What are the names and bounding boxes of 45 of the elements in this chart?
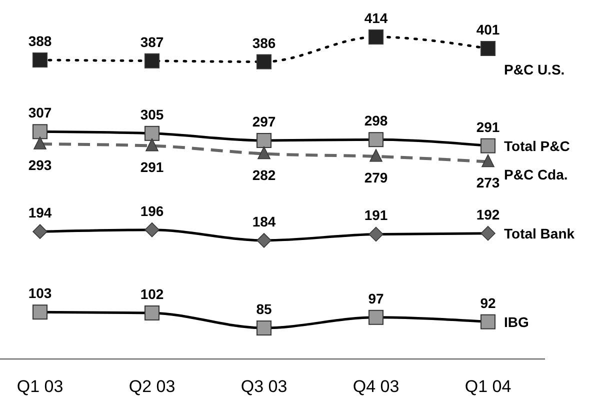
series-label: P&C Cda. (504, 166, 568, 183)
point (256, 54, 272, 70)
data-label: 388 (28, 32, 52, 49)
data-label: 192 (476, 206, 500, 222)
data-label: 196 (140, 202, 164, 219)
data-label: 298 (364, 112, 388, 129)
data-label: 414 (364, 10, 388, 26)
point (32, 52, 48, 68)
point (482, 154, 494, 168)
x-tick-label: Q1 03 (16, 377, 64, 396)
data-label: 194 (28, 204, 52, 221)
point (34, 136, 46, 150)
data-label: 273 (476, 174, 500, 191)
point (370, 149, 382, 162)
point (368, 30, 384, 44)
data-label: 305 (140, 106, 164, 122)
point (258, 146, 270, 160)
x-tick-label: Q1 04 (464, 377, 512, 396)
series-label: P&C U.S. (504, 62, 565, 78)
point (146, 138, 158, 152)
data-label: 387 (140, 34, 164, 50)
data-label: 184 (252, 213, 276, 230)
series-label: Total P&C (504, 138, 570, 154)
data-label: 282 (252, 166, 276, 183)
data-label: 293 (28, 157, 52, 174)
data-label: 279 (364, 169, 388, 186)
data-label: 85 (256, 301, 272, 317)
data-label: 97 (368, 290, 384, 306)
x-tick-label: Q3 03 (240, 377, 288, 396)
data-label: 307 (28, 104, 52, 121)
data-label: 92 (480, 294, 496, 311)
series-label: IBG (504, 314, 529, 330)
data-label: 191 (364, 207, 388, 224)
data-label: 297 (252, 113, 276, 130)
data-label: 291 (476, 118, 500, 135)
data-label: 103 (28, 285, 52, 302)
series-label: Total Bank (504, 225, 575, 242)
x-tick-label: Q4 03 (352, 377, 400, 396)
data-label: 386 (252, 34, 276, 51)
data-label: 291 (140, 158, 164, 175)
data-label: 401 (476, 22, 500, 38)
data-label: 102 (140, 286, 164, 302)
point (144, 53, 160, 68)
x-tick-label: Q2 03 (128, 377, 176, 396)
point (480, 41, 496, 56)
